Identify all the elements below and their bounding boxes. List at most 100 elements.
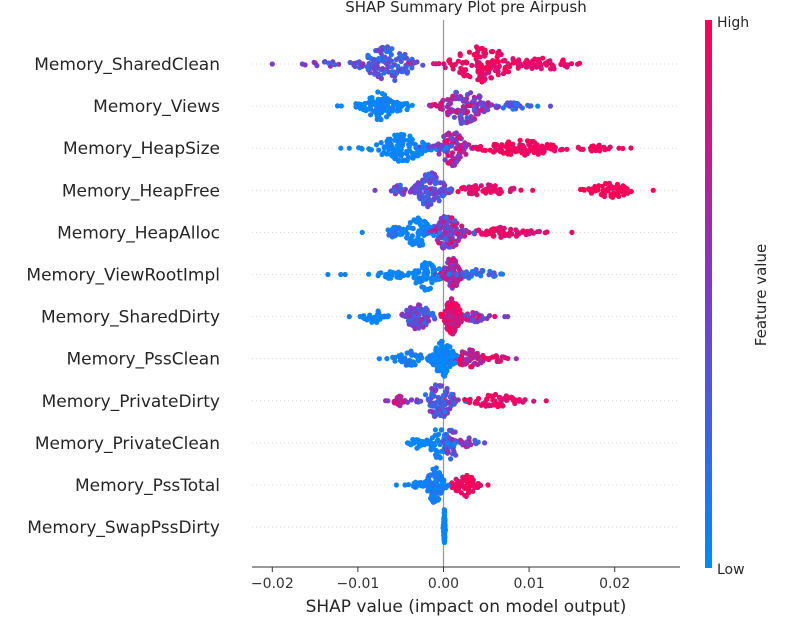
feature-label: Memory_PssTotal (75, 476, 220, 496)
data-point (360, 61, 365, 66)
data-point (438, 491, 443, 496)
data-point (435, 195, 440, 200)
data-point (478, 273, 483, 278)
data-point (440, 339, 445, 344)
data-point (386, 227, 391, 232)
data-point (462, 397, 467, 402)
data-point (460, 271, 465, 276)
data-point (415, 355, 420, 360)
data-point (478, 483, 483, 488)
data-point (415, 230, 420, 235)
data-point (374, 142, 379, 147)
data-point (483, 72, 488, 77)
data-point (392, 78, 397, 83)
data-point (338, 272, 343, 277)
data-point (394, 271, 399, 276)
data-point (425, 271, 430, 276)
data-point (532, 56, 537, 61)
data-point (615, 185, 620, 190)
data-point (440, 312, 445, 317)
data-point (436, 151, 441, 156)
data-point (453, 453, 458, 458)
data-point (537, 229, 542, 234)
data-point (368, 70, 373, 75)
data-point (366, 107, 371, 112)
data-point (367, 314, 372, 319)
data-point (438, 145, 443, 150)
data-point (406, 270, 411, 275)
data-point (392, 400, 397, 405)
data-point (379, 51, 384, 56)
data-point (421, 440, 426, 445)
data-point (466, 103, 471, 108)
data-point (608, 145, 613, 150)
data-point (412, 485, 417, 490)
data-point (489, 64, 494, 69)
data-point (480, 148, 485, 153)
data-point (390, 146, 395, 151)
data-point (470, 269, 475, 274)
data-point (621, 183, 626, 188)
data-point (538, 145, 543, 150)
data-point (436, 395, 441, 400)
data-point (384, 108, 389, 113)
data-point (399, 54, 404, 59)
x-tick-label: 0.01 (514, 576, 545, 592)
data-point (314, 63, 319, 68)
data-point (504, 145, 509, 150)
data-point (500, 233, 505, 238)
data-point (457, 70, 462, 75)
data-point (461, 107, 466, 112)
data-point (431, 61, 436, 66)
data-point (473, 189, 478, 194)
data-point (490, 58, 495, 63)
data-point (380, 91, 385, 96)
data-point (399, 59, 404, 64)
feature-label: Memory_HeapFree (62, 181, 220, 201)
feature-label: Memory_PrivateClean (35, 434, 220, 454)
data-point (387, 60, 392, 65)
data-point (414, 59, 419, 64)
data-point (466, 480, 471, 485)
data-point (482, 232, 487, 237)
data-point (435, 274, 440, 279)
data-point (448, 98, 453, 103)
data-point (539, 66, 544, 71)
data-point (454, 90, 459, 95)
data-point (427, 439, 432, 444)
data-point (448, 308, 453, 313)
data-point (433, 227, 438, 232)
data-point (300, 61, 305, 66)
data-point (446, 400, 451, 405)
data-point (462, 143, 467, 148)
data-point (395, 106, 400, 111)
data-point (452, 218, 457, 223)
data-point (367, 96, 372, 101)
data-point (542, 149, 547, 154)
data-point (358, 314, 363, 319)
data-point (441, 242, 446, 247)
data-point (445, 160, 450, 165)
data-point (444, 132, 449, 137)
data-point (476, 54, 481, 59)
x-tick-label: −0.01 (336, 576, 379, 592)
data-point (384, 139, 389, 144)
data-point (408, 240, 413, 245)
data-point (560, 147, 565, 152)
data-point (456, 319, 461, 324)
data-point (514, 356, 519, 361)
data-point (428, 480, 433, 485)
data-point (411, 153, 416, 158)
data-point (392, 69, 397, 74)
data-point (347, 146, 352, 151)
data-point (496, 59, 501, 64)
data-point (445, 227, 450, 232)
data-point (401, 273, 406, 278)
data-point (439, 100, 444, 105)
data-point (491, 354, 496, 359)
data-point (405, 236, 410, 241)
data-point (458, 51, 463, 56)
data-point (478, 318, 483, 323)
data-point (429, 386, 434, 391)
data-point (587, 187, 592, 192)
